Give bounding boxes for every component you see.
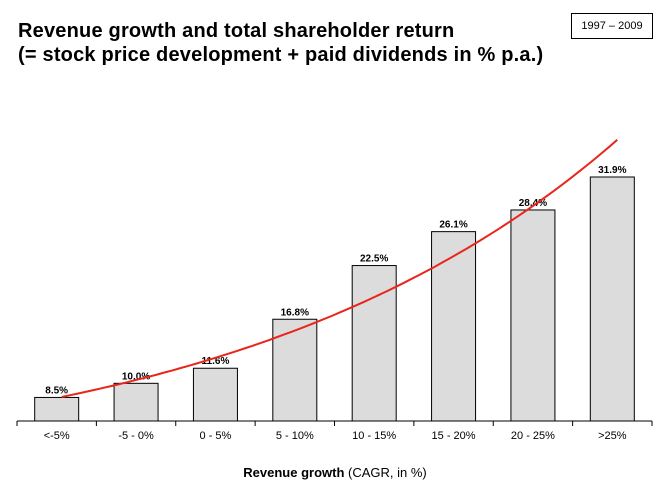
subtitle-line: (= stock price development + paid divide… xyxy=(18,44,544,66)
data-label: 16.8% xyxy=(281,307,309,318)
x-tick-label: 20 - 25% xyxy=(511,430,555,442)
bar xyxy=(510,209,556,422)
bar xyxy=(192,367,238,422)
bar xyxy=(34,396,80,422)
x-axis-label-rest: (CAGR, in %) xyxy=(344,465,427,480)
data-label: 11.6% xyxy=(202,356,230,367)
trend-line xyxy=(61,139,618,398)
chart-title: Revenue growth and total shareholder ret… xyxy=(18,19,543,67)
bar xyxy=(113,382,159,422)
bar xyxy=(272,318,318,422)
period-label: 1997 – 2009 xyxy=(571,13,653,39)
x-tick-label: -5 - 0% xyxy=(118,430,154,442)
data-label: 10.0% xyxy=(122,371,150,382)
x-tick-label: 10 - 15% xyxy=(352,430,396,442)
data-label: 8.5% xyxy=(45,385,68,396)
data-label: 22.5% xyxy=(360,254,388,265)
bar xyxy=(431,231,477,422)
x-axis-label: Revenue growth (CAGR, in %) xyxy=(0,465,670,480)
bar xyxy=(589,176,635,422)
x-tick-label: 5 - 10% xyxy=(276,430,314,442)
title-line: Revenue growth and total shareholder ret… xyxy=(18,20,455,42)
x-tick-label: 0 - 5% xyxy=(200,430,232,442)
x-tick-label: 15 - 20% xyxy=(432,430,476,442)
x-axis-label-bold: Revenue growth xyxy=(243,465,345,480)
data-label: 26.1% xyxy=(439,220,467,231)
data-label: 28.4% xyxy=(519,198,547,209)
x-tick-label: <-5% xyxy=(44,430,70,442)
data-label: 31.9% xyxy=(598,165,626,176)
x-tick-label: >25% xyxy=(598,430,627,442)
